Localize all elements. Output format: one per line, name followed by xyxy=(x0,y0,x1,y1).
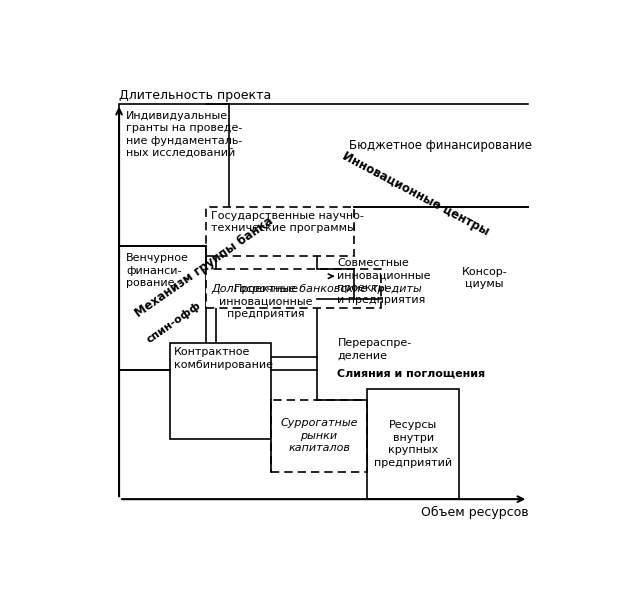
Bar xyxy=(119,104,229,247)
Text: спин-офф: спин-офф xyxy=(145,300,203,344)
Text: Длительность проекта: Длительность проекта xyxy=(119,88,271,101)
Bar xyxy=(206,207,353,256)
Text: Проектные
инновационные
предприятия: Проектные инновационные предприятия xyxy=(219,284,313,319)
Bar xyxy=(216,247,316,356)
Text: Венчурное
финанси-
рование: Венчурное финанси- рование xyxy=(126,253,189,288)
Text: Объем ресурсов: Объем ресурсов xyxy=(421,506,528,519)
Text: Контрактное
комбинирование: Контрактное комбинирование xyxy=(174,347,273,370)
Bar xyxy=(169,343,271,439)
Bar xyxy=(367,389,459,499)
Text: Слияния и поглощения: Слияния и поглощения xyxy=(337,368,486,378)
Text: Совместные
инновационные
проекты
и предприятия: Совместные инновационные проекты и предп… xyxy=(337,258,431,305)
Text: Механизм группы банка: Механизм группы банка xyxy=(132,214,276,320)
Text: Индивидуальные
гранты на проведе-
ние фундаменталь-
ных исследований: Индивидуальные гранты на проведе- ние фу… xyxy=(126,110,242,158)
Bar xyxy=(206,269,381,309)
Text: Долгосрочные банковские кредиты: Долгосрочные банковские кредиты xyxy=(211,284,421,294)
Text: Инновационные центры: Инновационные центры xyxy=(340,149,491,238)
Text: Суррогатные
рынки
капиталов: Суррогатные рынки капиталов xyxy=(281,418,358,453)
Bar xyxy=(271,401,367,472)
Bar xyxy=(119,247,206,370)
Text: Консор-
циумы: Консор- циумы xyxy=(462,267,507,290)
Text: Бюджетное финансирование: Бюджетное финансирование xyxy=(349,139,532,152)
Text: Перераспре-
деление: Перераспре- деление xyxy=(337,338,412,361)
Text: Государственные научно-
технические программы: Государственные научно- технические прог… xyxy=(211,211,364,233)
Text: Ресурсы
внутри
крупных
предприятий: Ресурсы внутри крупных предприятий xyxy=(374,420,452,467)
